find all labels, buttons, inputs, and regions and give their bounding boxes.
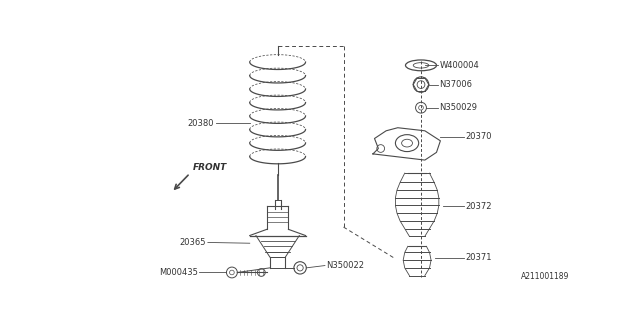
Text: M000435: M000435 bbox=[159, 268, 198, 277]
Text: 20365: 20365 bbox=[180, 238, 206, 247]
Text: 20380: 20380 bbox=[188, 119, 214, 128]
Text: 20371: 20371 bbox=[465, 253, 492, 262]
Text: 20372: 20372 bbox=[465, 202, 492, 211]
Text: W400004: W400004 bbox=[440, 61, 479, 70]
Text: N37006: N37006 bbox=[440, 80, 472, 89]
Text: FRONT: FRONT bbox=[193, 163, 227, 172]
Text: N350029: N350029 bbox=[440, 103, 477, 112]
Text: 20370: 20370 bbox=[465, 132, 492, 141]
Text: A211001189: A211001189 bbox=[522, 272, 570, 281]
Text: N350022: N350022 bbox=[326, 261, 364, 270]
